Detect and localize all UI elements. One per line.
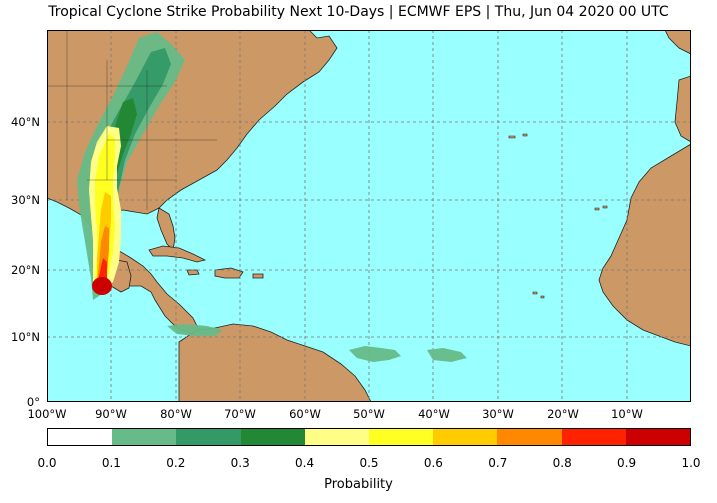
- lon-label-20w: 20°W: [547, 407, 579, 421]
- colorbar-tick-2: 0.2: [166, 456, 186, 470]
- lon-label-80w: 80°W: [160, 407, 192, 421]
- colorbar-segment-5: [369, 429, 434, 445]
- colorbar-tick-0: 0.0: [37, 456, 57, 470]
- graticule: [47, 30, 691, 402]
- map-title: Tropical Cyclone Strike Probability Next…: [48, 4, 669, 20]
- lon-label-10w: 10°W: [611, 407, 643, 421]
- lat-label-0: 0°: [26, 395, 40, 409]
- jamaica-land: [186, 269, 200, 276]
- lon-label-50w: 50°W: [353, 407, 385, 421]
- colorbar-segment-1: [112, 429, 177, 445]
- lat-label-20n: 20°N: [11, 263, 40, 277]
- colorbar-tick-3: 0.3: [230, 456, 250, 470]
- probability-0.9-1.0: [92, 277, 112, 295]
- lon-label-30w: 30°W: [482, 407, 514, 421]
- colorbar-segment-2: [176, 429, 241, 445]
- lon-label-100w: 100°W: [27, 407, 67, 421]
- colorbar-tick-4: 0.4: [295, 456, 315, 470]
- lat-label-30n: 30°N: [11, 193, 40, 207]
- map-frame[interactable]: [47, 30, 691, 402]
- probability-colorbar: [47, 428, 691, 446]
- puerto-rico-land: [252, 273, 264, 279]
- colorbar-tick-10: 1.0: [681, 456, 701, 470]
- greenland-land: [664, 30, 691, 55]
- cape-verde-land: [532, 291, 545, 299]
- europe-land: [674, 75, 691, 143]
- lon-label-90w: 90°W: [95, 407, 127, 421]
- map-border: [47, 30, 691, 402]
- colorbar-tick-1: 0.1: [101, 456, 121, 470]
- cuba-land: [148, 245, 207, 263]
- eastern-caribbean-probability-0.1-0.2: [167, 324, 467, 362]
- colorbar-tick-9: 0.9: [617, 456, 637, 470]
- lat-label-40n: 40°N: [11, 115, 40, 129]
- lon-label-70w: 70°W: [224, 407, 256, 421]
- lat-label-10n: 10°N: [11, 330, 40, 344]
- azores-land: [508, 133, 528, 139]
- colorbar-segment-0: [48, 429, 113, 445]
- colorbar-segment-3: [240, 429, 305, 445]
- colorbar-tick-7: 0.7: [488, 456, 508, 470]
- lon-label-40w: 40°W: [418, 407, 450, 421]
- colorbar-segment-8: [561, 429, 626, 445]
- colorbar-segment-6: [433, 429, 498, 445]
- colorbar-tick-8: 0.8: [552, 456, 572, 470]
- colorbar-tick-6: 0.6: [423, 456, 443, 470]
- colorbar-segment-7: [497, 429, 562, 445]
- colorbar-label: Probability: [324, 477, 393, 492]
- colorbar-segment-4: [304, 429, 370, 445]
- lon-label-60w: 60°W: [289, 407, 321, 421]
- colorbar-segment-9: [625, 429, 691, 445]
- map-canvas[interactable]: [47, 30, 691, 402]
- canary-islands-land: [594, 205, 608, 211]
- hispaniola-land: [214, 267, 244, 279]
- borders: [47, 30, 217, 210]
- colorbar-tick-5: 0.5: [359, 456, 379, 470]
